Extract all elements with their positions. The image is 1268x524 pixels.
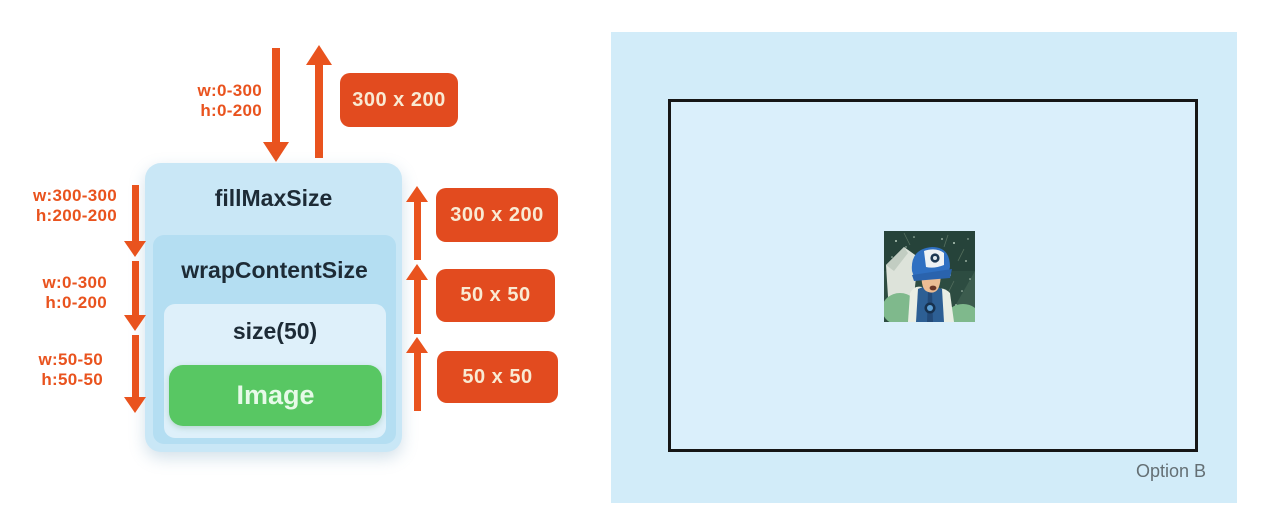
fillmaxsize-label: fillMaxSize bbox=[214, 185, 333, 211]
arrow-head bbox=[124, 241, 146, 257]
arrow-down-icon bbox=[122, 185, 148, 257]
arrow-shaft bbox=[272, 48, 280, 142]
arrow-head bbox=[406, 264, 428, 280]
size-badge: 300 x 200 bbox=[340, 73, 458, 127]
constraint-label-size50: w:50-50 h:50-50 bbox=[0, 350, 103, 390]
arrow-down-icon bbox=[122, 335, 148, 413]
arrow-up-icon bbox=[306, 45, 332, 158]
arrow-shaft bbox=[413, 353, 421, 411]
constraint-line: h:50-50 bbox=[41, 370, 103, 389]
constraint-line: w:0-300 bbox=[42, 273, 107, 292]
constraint-line: w:300-300 bbox=[33, 186, 117, 205]
constraint-line: h:0-200 bbox=[45, 293, 107, 312]
constraint-label-fillmaxsize: w:300-300 h:200-200 bbox=[0, 186, 117, 226]
arrow-head bbox=[406, 337, 428, 353]
constraint-line: w:50-50 bbox=[38, 350, 103, 369]
arrow-head bbox=[124, 397, 146, 413]
character-image bbox=[884, 231, 975, 322]
arrow-head bbox=[306, 45, 332, 65]
arrow-down-icon bbox=[122, 261, 148, 331]
arrow-head bbox=[263, 142, 289, 162]
image-composable: Image bbox=[169, 365, 382, 426]
arrow-head bbox=[406, 186, 428, 202]
wrapcontentsize-label: wrapContentSize bbox=[181, 257, 368, 283]
arrow-shaft bbox=[413, 280, 421, 334]
constraint-label-wrapcontentsize: w:0-300 h:0-200 bbox=[0, 273, 107, 313]
constraint-line: w:0-300 bbox=[197, 81, 262, 100]
size-badge: 300 x 200 bbox=[436, 188, 558, 242]
constraint-line: h:0-200 bbox=[200, 101, 262, 120]
arrow-up-icon bbox=[404, 186, 430, 260]
size-badge: 50 x 50 bbox=[436, 269, 555, 322]
arrow-shaft bbox=[131, 335, 139, 397]
image-label: Image bbox=[236, 380, 315, 410]
arrow-shaft bbox=[413, 202, 421, 260]
size-badge: 50 x 50 bbox=[437, 351, 558, 403]
arrow-head bbox=[124, 315, 146, 331]
arrow-up-icon bbox=[404, 337, 430, 411]
arrow-down-icon bbox=[263, 48, 289, 162]
constraint-label-top: w:0-300 h:0-200 bbox=[150, 81, 262, 121]
size50-label: size(50) bbox=[232, 318, 318, 344]
constraint-line: h:200-200 bbox=[35, 206, 117, 225]
arrow-shaft bbox=[315, 65, 323, 158]
arrow-shaft bbox=[131, 185, 139, 241]
option-caption: Option B bbox=[1135, 461, 1206, 481]
arrow-up-icon bbox=[404, 264, 430, 334]
arrow-shaft bbox=[131, 261, 139, 315]
